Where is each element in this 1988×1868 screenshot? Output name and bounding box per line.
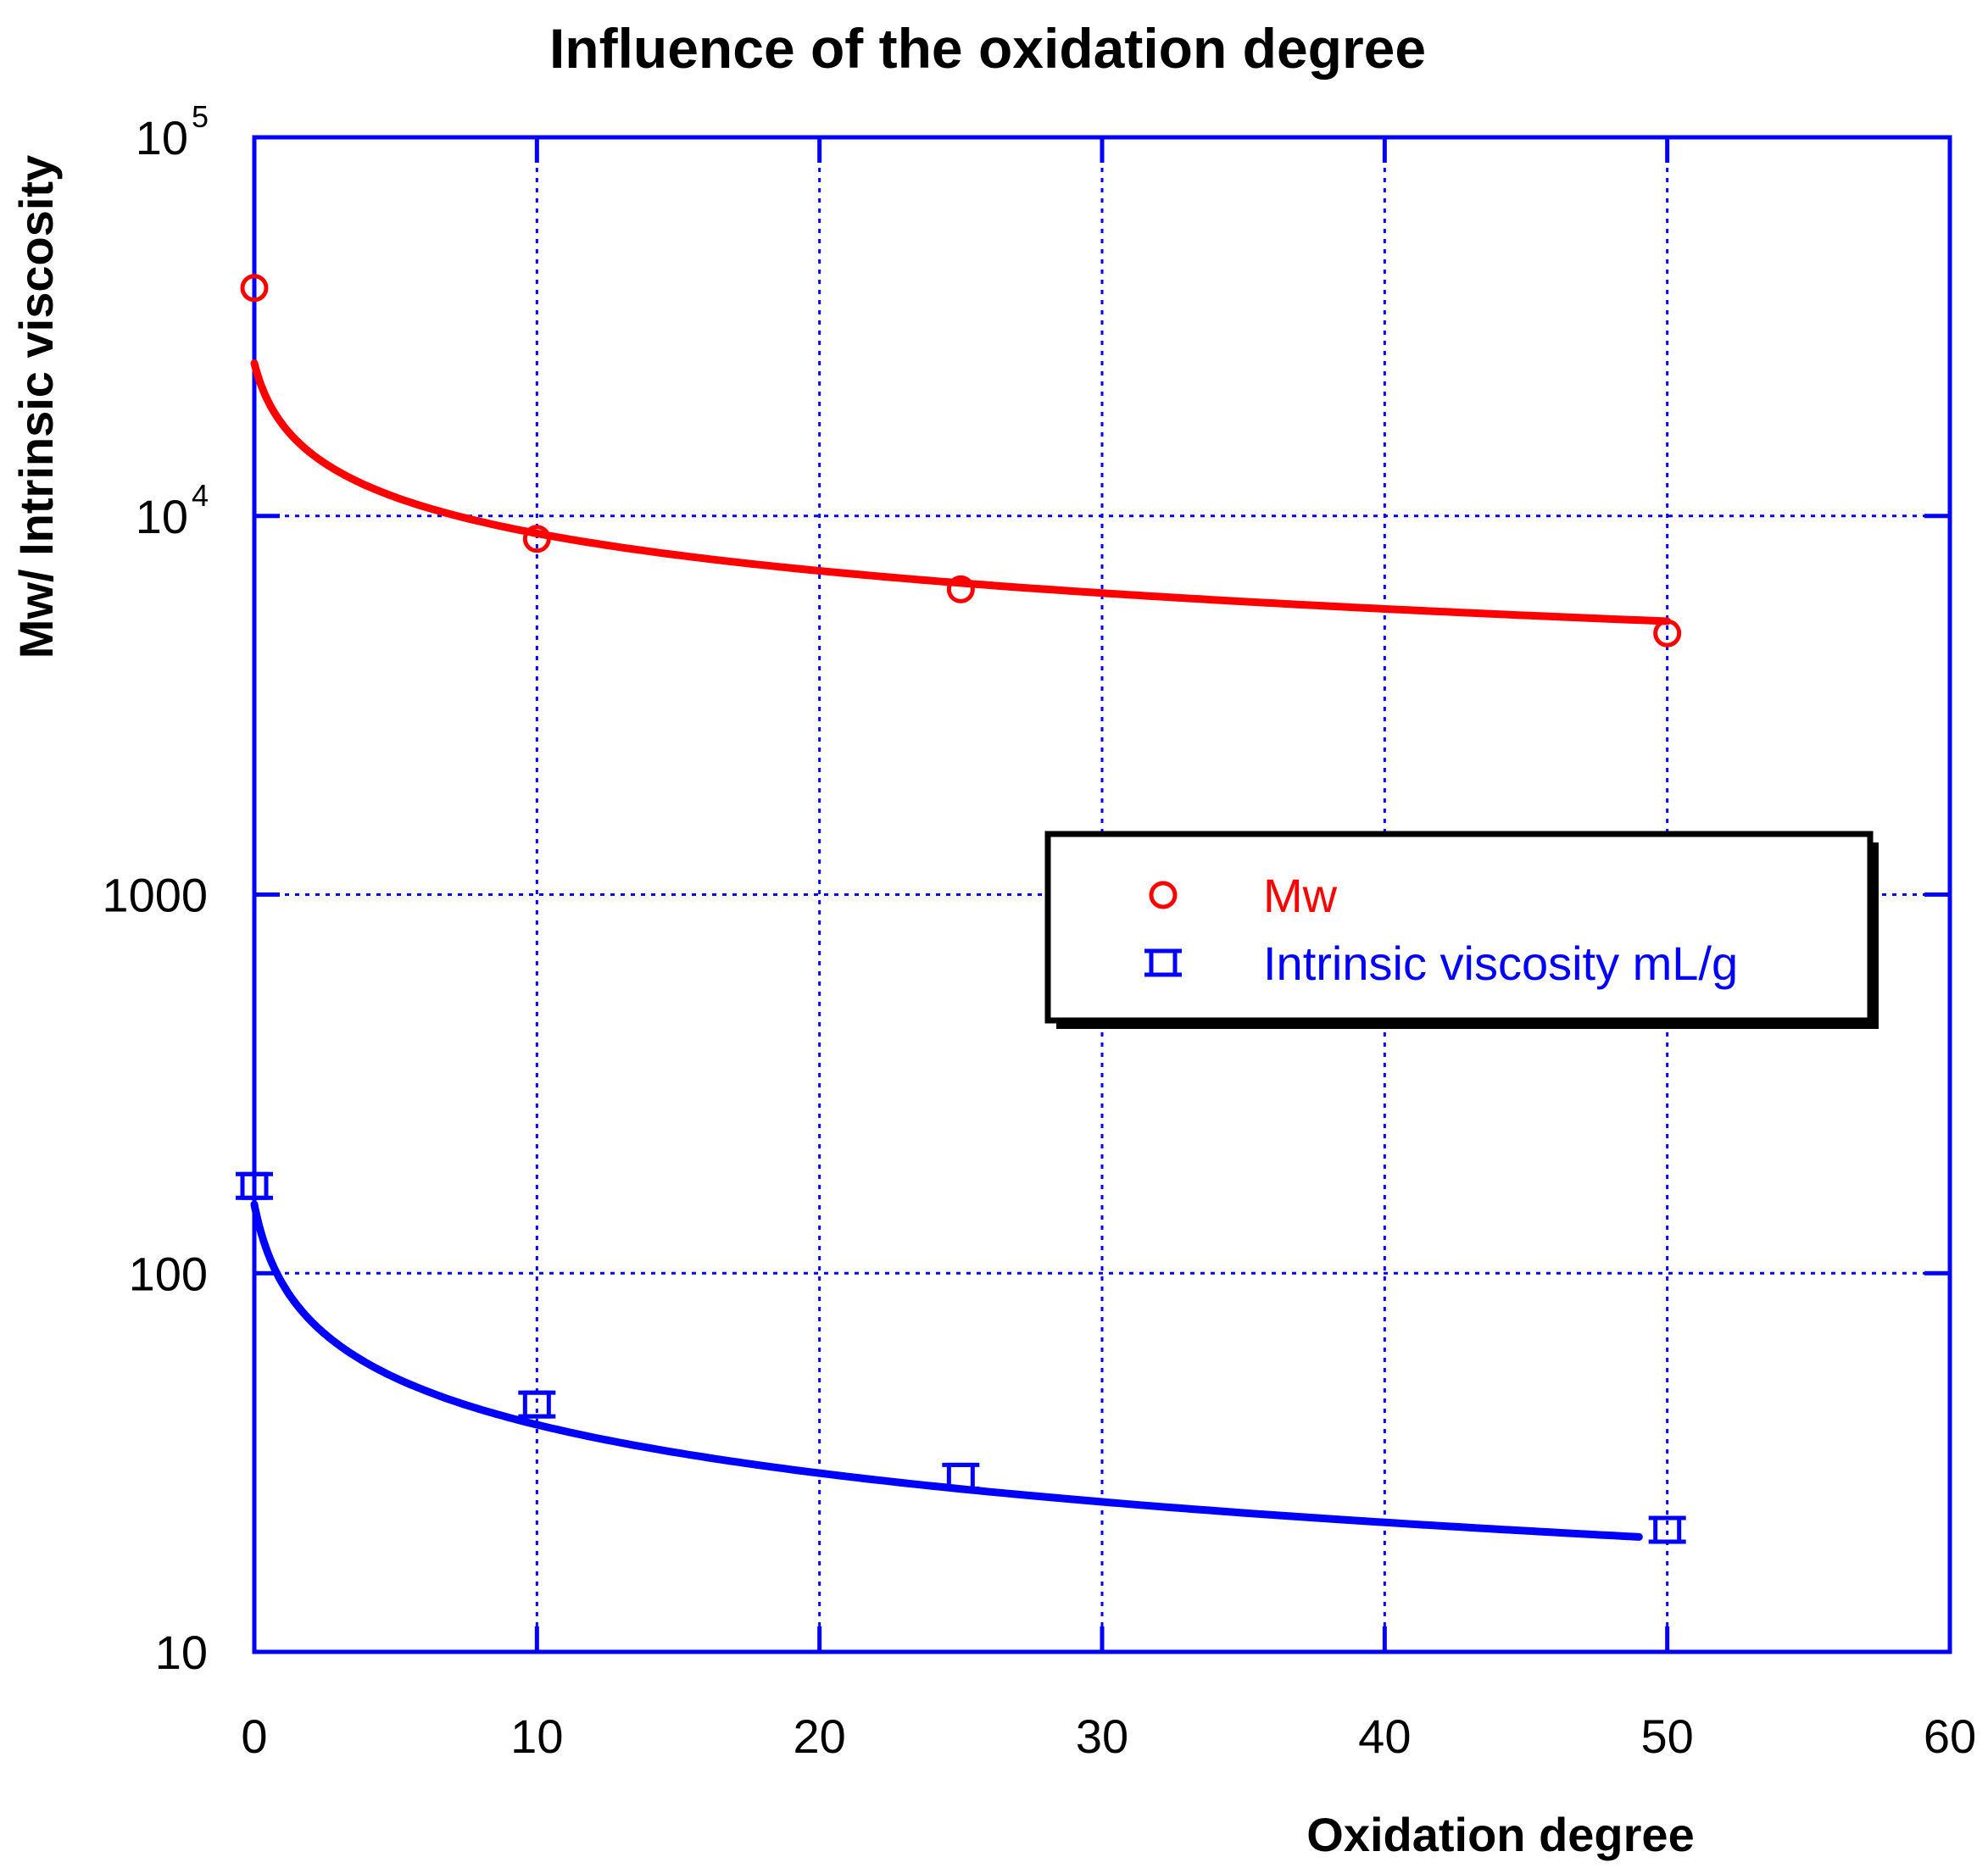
fit-curves	[250, 359, 1672, 1541]
fit-curve	[250, 1200, 1643, 1541]
y-tick-label: 1000	[102, 869, 208, 922]
data-point-viscosity	[236, 1171, 273, 1200]
data-point-mw	[240, 274, 269, 303]
y-tick-exponent: 4	[192, 478, 209, 513]
chart-title: Influence of the oxidation degree	[549, 17, 1426, 80]
x-tick-label: 60	[1924, 1710, 1976, 1763]
data-point-viscosity	[518, 1390, 556, 1419]
data-point-viscosity	[1648, 1515, 1686, 1544]
legend-box	[1044, 831, 1874, 1024]
y-tick-label: 10	[136, 490, 188, 543]
legend-marker	[1144, 948, 1182, 977]
fit-curve	[250, 359, 1672, 625]
y-tick-label: 10	[136, 111, 188, 164]
axis-ticks	[254, 137, 1950, 1652]
legend-label: Mw	[1263, 869, 1338, 922]
data-point-mw	[946, 575, 975, 603]
data-point-mw	[1653, 619, 1682, 648]
x-axis-label: Oxidation degree	[1306, 1808, 1694, 1861]
data-point-viscosity	[942, 1462, 980, 1491]
x-tick-label: 50	[1641, 1710, 1694, 1763]
legend-marker	[1149, 881, 1178, 909]
x-tick-labels: 0 10 20 30 40 50 60	[241, 1710, 1976, 1763]
y-tick-label: 100	[129, 1247, 208, 1300]
x-tick-label: 20	[794, 1710, 846, 1763]
x-tick-label: 30	[1076, 1710, 1128, 1763]
data-point-mw	[522, 525, 551, 553]
legend: Mw Intrinsic viscosity mL/g	[1044, 831, 1879, 1029]
x-tick-label: 0	[241, 1710, 267, 1763]
y-tick-label: 10	[155, 1626, 208, 1679]
data-markers	[236, 274, 1686, 1544]
x-tick-label: 10	[510, 1710, 563, 1763]
legend-label: Intrinsic viscosity mL/g	[1263, 937, 1738, 990]
x-tick-label: 40	[1358, 1710, 1411, 1763]
y-axis-label: Mw/ Intrinsic viscosity	[9, 155, 63, 659]
y-tick-exponent: 5	[192, 99, 209, 134]
